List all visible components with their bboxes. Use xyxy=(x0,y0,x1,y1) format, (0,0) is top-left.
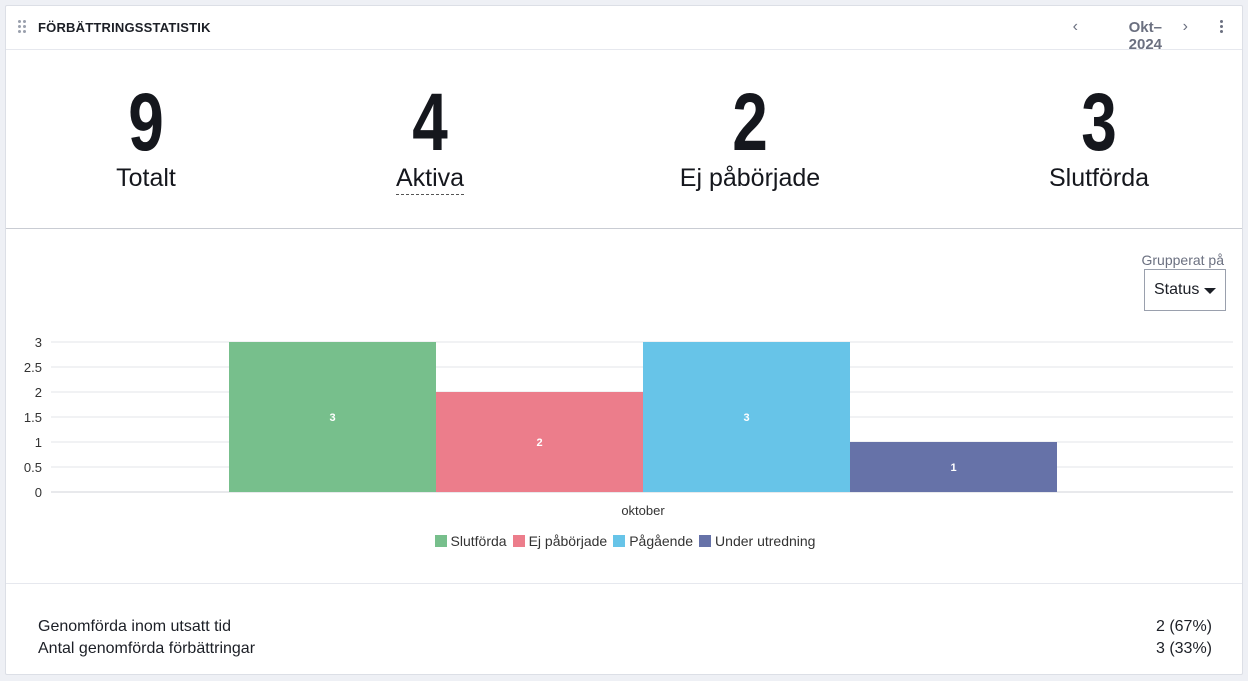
legend-label: Pågående xyxy=(629,533,694,549)
legend-item[interactable]: Under utredning xyxy=(699,533,815,549)
stat-total: 9 Totalt xyxy=(26,77,266,193)
bar-data-label: 3 xyxy=(329,412,335,424)
footer-value: 3 (33%) xyxy=(1155,640,1212,657)
groupby-label: Grupperat på xyxy=(1141,252,1225,268)
bar-data-label: 1 xyxy=(950,462,956,474)
footer-row: Antal genomförda förbättringar 3 (33%) xyxy=(38,640,1212,658)
stat-value: 4 xyxy=(412,77,448,168)
legend-swatch xyxy=(434,535,447,547)
period-label: Okt–2024 xyxy=(1128,19,1163,53)
legend-swatch xyxy=(512,535,525,547)
statistics-card: FÖRBÄTTRINGSSTATISTIK ‹ Okt–2024 › 9 Tot… xyxy=(5,5,1243,675)
stat-label: Slutförda xyxy=(1048,164,1150,192)
chart-bar xyxy=(436,392,643,492)
footer-row: Genomförda inom utsatt tid 2 (67%) xyxy=(38,618,1212,636)
legend-item[interactable]: Ej påbörjade xyxy=(512,533,608,549)
stat-value: 3 xyxy=(1081,77,1117,168)
stat-completed: 3 Slutförda xyxy=(979,77,1219,193)
stat-active[interactable]: 4 Aktiva xyxy=(310,77,550,195)
stat-label: Ej påbörjade xyxy=(679,164,821,192)
y-tick-label: 1.5 xyxy=(24,410,42,425)
groupby-select[interactable]: Status xyxy=(1144,269,1226,311)
legend-swatch xyxy=(699,535,712,547)
chart-bar xyxy=(229,342,436,492)
groupby-value: Status xyxy=(1154,281,1200,298)
chart-legend: Slutförda Ej påbörjade Pågående Under utred… xyxy=(6,533,1244,549)
bar-data-label: 3 xyxy=(743,412,749,424)
caret-down-icon xyxy=(1204,288,1216,294)
stat-value: 2 xyxy=(732,77,768,168)
stat-label-link[interactable]: Aktiva xyxy=(395,164,465,195)
y-tick-label: 0 xyxy=(35,485,42,500)
footer-label: Genomförda inom utsatt tid xyxy=(38,618,231,635)
legend-label: Slutförda xyxy=(450,533,507,549)
stat-label: Totalt xyxy=(116,164,176,192)
footer-value: 2 (67%) xyxy=(1155,618,1212,635)
card-title: FÖRBÄTTRINGSSTATISTIK xyxy=(38,20,211,35)
legend-label: Ej påbörjade xyxy=(528,533,608,549)
drag-handle-icon[interactable] xyxy=(18,20,28,34)
stats-summary: 9 Totalt 4 Aktiva 2 Ej påbörjade 3 Slutf… xyxy=(6,50,1242,229)
bar-data-label: 2 xyxy=(536,437,542,449)
legend-swatch xyxy=(613,535,626,547)
stat-value: 9 xyxy=(128,77,164,168)
legend-item[interactable]: Slutförda xyxy=(434,533,507,549)
x-tick-label: oktober xyxy=(621,503,665,518)
legend-item[interactable]: Pågående xyxy=(613,533,693,549)
more-vertical-icon[interactable] xyxy=(1220,20,1224,34)
footer-label: Antal genomförda förbättringar xyxy=(38,640,256,657)
status-bar-chart: 0 0.5 1 1.5 2 2.5 3 3 2 3 1 oktober xyxy=(24,335,1233,518)
y-tick-label: 1 xyxy=(35,435,42,450)
chart-bar xyxy=(643,342,850,492)
y-tick-label: 2.5 xyxy=(24,360,42,375)
chevron-left-icon[interactable]: ‹ xyxy=(1072,18,1078,35)
y-tick-label: 3 xyxy=(35,335,42,350)
divider xyxy=(6,583,1242,584)
chart-bar xyxy=(850,442,1057,492)
card-header: FÖRBÄTTRINGSSTATISTIK ‹ Okt–2024 › xyxy=(6,6,1242,53)
chevron-right-icon[interactable]: › xyxy=(1182,18,1188,35)
stat-not-started: 2 Ej påbörjade xyxy=(630,77,870,193)
legend-label: Under utredning xyxy=(715,533,816,549)
y-tick-label: 0.5 xyxy=(24,460,42,475)
y-tick-label: 2 xyxy=(35,385,42,400)
